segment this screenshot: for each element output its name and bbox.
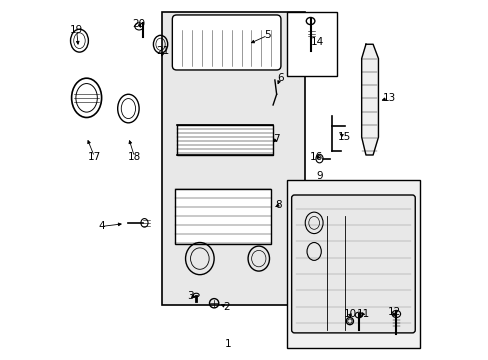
Text: 7: 7	[273, 134, 280, 144]
Text: 2: 2	[223, 302, 229, 312]
FancyBboxPatch shape	[175, 189, 271, 244]
Text: 6: 6	[276, 73, 283, 83]
Text: 1: 1	[224, 339, 231, 349]
Text: 12: 12	[387, 307, 400, 317]
Text: 17: 17	[88, 152, 101, 162]
Text: 20: 20	[132, 18, 145, 28]
Text: 4: 4	[98, 221, 105, 231]
Text: 16: 16	[309, 152, 322, 162]
FancyBboxPatch shape	[176, 125, 272, 155]
Text: 18: 18	[127, 152, 141, 162]
Polygon shape	[361, 44, 378, 155]
Text: 21: 21	[156, 46, 169, 57]
Text: 8: 8	[275, 200, 281, 210]
Text: 5: 5	[264, 30, 270, 40]
Text: 9: 9	[316, 171, 322, 181]
Text: 14: 14	[310, 37, 324, 48]
Text: 13: 13	[382, 93, 395, 103]
Text: 11: 11	[356, 309, 369, 319]
Text: 3: 3	[187, 291, 194, 301]
FancyBboxPatch shape	[291, 195, 414, 333]
FancyBboxPatch shape	[172, 15, 281, 70]
Text: 10: 10	[343, 309, 356, 319]
FancyBboxPatch shape	[287, 180, 419, 348]
FancyBboxPatch shape	[287, 12, 337, 76]
Text: 15: 15	[337, 132, 350, 142]
Text: 19: 19	[70, 25, 83, 35]
FancyBboxPatch shape	[162, 12, 305, 305]
